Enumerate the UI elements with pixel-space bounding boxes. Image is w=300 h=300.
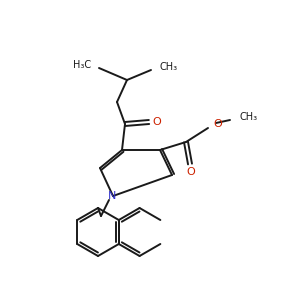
Text: O: O xyxy=(213,119,222,129)
Text: N: N xyxy=(108,191,116,201)
Text: CH₃: CH₃ xyxy=(160,62,178,72)
Text: H₃C: H₃C xyxy=(73,60,91,70)
Text: O: O xyxy=(153,117,161,127)
Text: O: O xyxy=(187,167,195,177)
Text: CH₃: CH₃ xyxy=(240,112,258,122)
